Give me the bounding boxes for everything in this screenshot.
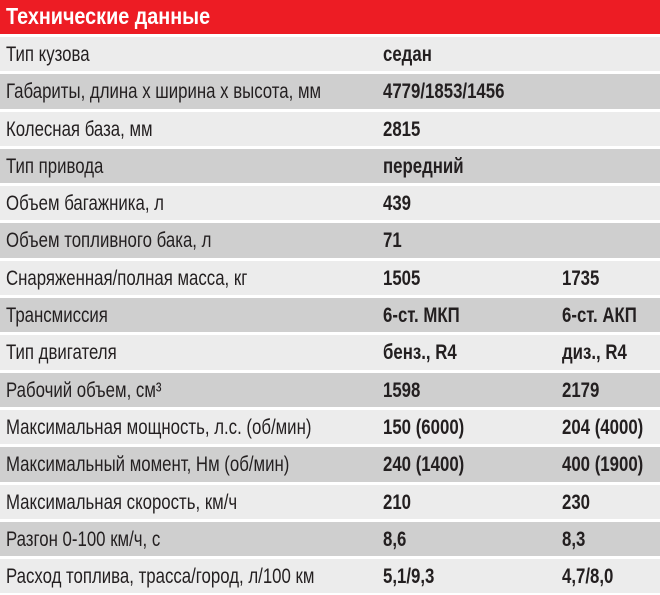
row-value: 71 [383,229,402,253]
row-value: 204 (4000) [562,415,644,439]
row-value: 5,1/9,3 [383,565,435,589]
row-value: 240 (1400) [383,453,465,477]
row-value: 1505 [383,266,421,290]
row-label: Колесная база, мм [6,117,153,141]
row-value: 2815 [383,117,421,141]
table-row: Объем багажника, л 439 [0,186,660,221]
table-row: Колесная база, мм 2815 [0,111,660,146]
row-label: Расход топлива, трасса/город, л/100 км [6,565,315,589]
row-label: Трансмиссия [6,304,108,328]
row-label: Рабочий объем, см³ [6,378,162,402]
row-value: 8,6 [383,527,407,551]
row-value: 400 (1900) [562,453,644,477]
row-label: Разгон 0-100 км/ч, с [6,527,161,551]
table-row: Снаряженная/полная масса, кг 1505 1735 [0,260,660,296]
row-value: 4,7/8,0 [562,565,614,589]
table-title: Технические данные [6,3,211,29]
table-row: Разгон 0-100 км/ч, с 8,6 8,3 [0,521,660,557]
table-row: Расход топлива, трасса/город, л/100 км 5,… [0,559,660,594]
row-value: 150 (6000) [383,415,465,439]
row-value: седан [383,43,432,66]
table-row: Трансмиссия 6-ст. МКП 6-ст. АКП [0,298,660,333]
table-header: Технические данные [0,0,660,34]
row-value: 230 [562,490,591,514]
row-label: Снаряженная/полная масса, кг [6,266,248,290]
table-row: Рабочий объем, см³ 1598 2179 [0,372,660,407]
table-row: Габариты, длина х ширина х высота, мм 477… [0,74,660,109]
row-label: Габариты, длина х ширина х высота, мм [6,80,322,104]
row-label: Объем багажника, л [6,192,164,216]
table-row: Максимальная мощность, л.с. (об/мин) 150 … [0,409,660,445]
row-label: Максимальная мощность, л.с. (об/мин) [6,415,312,439]
table-row: Объем топливного бака, л 71 [0,223,660,258]
row-value: 1598 [383,378,421,402]
row-label: Тип двигателя [6,341,117,365]
row-value: бенз., R4 [383,341,457,365]
table-row: Максимальный момент, Нм (об/мин) 240 (140… [0,447,660,482]
row-value: 6-ст. АКП [562,304,637,328]
row-value: 1735 [562,266,600,290]
row-label: Тип кузова [6,43,90,66]
table-row: Тип двигателя бенз., R4 диз., R4 [0,335,660,370]
row-value: передний [383,154,464,178]
row-value: 8,3 [562,527,586,551]
row-value: 6-ст. МКП [383,304,460,328]
table-row: Максимальная скорость, км/ч 210 230 [0,484,660,519]
row-label: Максимальная скорость, км/ч [6,490,238,514]
row-value: 2179 [562,378,600,402]
row-value: диз., R4 [562,341,627,365]
row-label: Максимальный момент, Нм (об/мин) [6,453,290,477]
row-value: 210 [383,490,412,514]
table-row: Тип кузова седан [0,37,660,72]
row-label: Тип привода [6,154,104,178]
row-value: 439 [383,192,412,216]
row-label: Объем топливного бака, л [6,229,212,253]
spec-table: Тип кузова седан Габариты, длина х ширина … [0,37,660,594]
table-row: Тип привода передний [0,148,660,184]
row-value: 4779/1853/1456 [383,80,505,104]
